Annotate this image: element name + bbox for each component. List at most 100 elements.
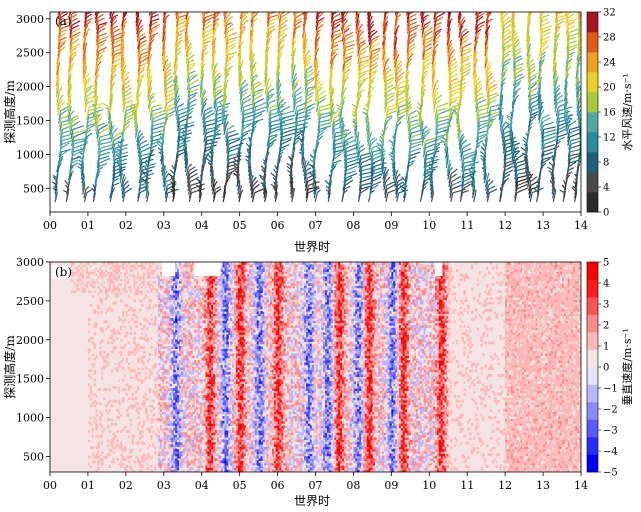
- heatmap-layer: [50, 262, 581, 472]
- wind-barb-flag: [317, 12, 324, 19]
- wind-barb-flag: [335, 140, 349, 145]
- wind-barb-staff: [551, 177, 555, 188]
- wind-barb-staff: [164, 114, 168, 124]
- wind-barb-flag: [280, 12, 286, 15]
- wind-barb-flag: [451, 175, 462, 183]
- wind-barb-staff: [484, 36, 488, 46]
- wind-barb-staff: [577, 43, 581, 53]
- wind-barb-staff: [212, 84, 216, 94]
- wind-barb-staff: [553, 95, 558, 106]
- wind-barb-flag: [87, 8, 94, 10]
- wind-barb-staff: [501, 24, 505, 35]
- wind-barb-staff: [486, 88, 490, 98]
- wind-barb-flag: [450, 99, 458, 104]
- wind-barb-staff: [501, 129, 505, 139]
- wind-barb-flag: [369, 94, 372, 100]
- wind-barb-staff: [395, 181, 399, 191]
- wind-barb-staff: [355, 136, 359, 147]
- heatmap-cell: [65, 332, 68, 335]
- wind-barb-flag: [542, 5, 547, 10]
- wind-barb-flag: [359, 144, 365, 149]
- wind-barb-staff: [536, 188, 540, 199]
- wind-barb-staff: [176, 114, 180, 124]
- wind-barb-staff: [474, 88, 478, 98]
- heatmap-cell: [50, 353, 53, 356]
- wind-barb-staff: [200, 73, 204, 83]
- wind-barb-staff: [342, 69, 346, 79]
- heatmap-cell: [68, 306, 72, 310]
- wind-barb-flag: [166, 106, 176, 112]
- wind-barb-staff: [262, 185, 267, 195]
- wind-barb-staff: [514, 174, 518, 184]
- wind-barb-flag: [370, 76, 376, 82]
- wind-barb-flag: [370, 29, 376, 34]
- wind-barb-staff: [251, 92, 256, 102]
- wind-barb-flag: [333, 3, 338, 7]
- heatmap-cell: [53, 290, 57, 293]
- wind-barb-flag: [279, 98, 285, 104]
- wind-barb-staff: [501, 32, 505, 42]
- wind-barb-staff: [248, 166, 252, 176]
- wind-barb-staff: [435, 121, 439, 132]
- heatmap-cell: [67, 446, 70, 450]
- heatmap-cell: [55, 404, 59, 408]
- wind-barb-flag: [71, 20, 81, 26]
- wind-barb-flag: [73, 131, 87, 138]
- heatmap-cell: [59, 462, 62, 466]
- wind-barb-staff: [567, 136, 571, 147]
- wind-barb-staff: [303, 170, 307, 180]
- wind-barb-staff: [274, 181, 278, 191]
- wind-barb-staff: [327, 188, 331, 199]
- wind-barb-flag: [543, 143, 556, 149]
- wind-barb-staff: [368, 140, 372, 150]
- wind-barb-staff: [248, 144, 252, 154]
- wind-barb-staff: [279, 121, 283, 132]
- wind-barb-staff: [303, 12, 307, 20]
- wind-barb-flag: [254, 118, 264, 123]
- wind-barb-flag: [96, 81, 99, 85]
- wind-barb-staff: [457, 129, 461, 139]
- wind-barb-flag: [556, 32, 561, 37]
- colorbar-a-segment: [587, 72, 598, 93]
- wind-barb-staff: [161, 140, 165, 150]
- wind-barb-flag: [407, 87, 410, 93]
- wind-barb-flag: [486, 172, 490, 179]
- wind-barb-flag: [342, 96, 346, 100]
- wind-barb-flag: [542, 21, 551, 26]
- wind-barb-staff: [250, 77, 254, 87]
- wind-barb-flag: [489, 92, 498, 97]
- wind-barb-flag: [461, 85, 467, 89]
- wind-barb-flag: [434, 43, 439, 48]
- heatmap-cell: [80, 462, 83, 466]
- wind-barb-flag: [386, 6, 392, 10]
- wind-barb-flag: [475, 58, 478, 63]
- wind-barb-staff: [137, 47, 141, 57]
- wind-barb-staff: [148, 12, 151, 16]
- wind-barb-flag: [178, 2, 184, 7]
- wind-barb-flag: [566, 73, 570, 78]
- wind-barb-flag: [398, 85, 407, 89]
- wind-barb-flag: [424, 36, 435, 41]
- wind-barb-staff: [551, 174, 555, 184]
- wind-barb-flag: [528, 12, 533, 18]
- wind-barb-staff: [448, 80, 452, 91]
- wind-barb-flag: [503, 28, 511, 34]
- wind-barb-flag: [97, 3, 100, 7]
- wind-barb-flag: [166, 113, 174, 119]
- wind-barb-staff: [187, 84, 191, 94]
- wind-barb-staff: [357, 51, 362, 61]
- wind-barb-staff: [292, 103, 297, 113]
- wind-barb-staff: [223, 65, 228, 76]
- wind-barb-staff: [223, 125, 227, 135]
- wind-barb-staff: [447, 58, 451, 68]
- wind-barb-flag: [397, 96, 406, 101]
- heatmap-cell: [50, 350, 53, 354]
- wind-barb-flag: [568, 28, 578, 34]
- heatmap-cell: [65, 278, 68, 282]
- wind-barb-flag: [164, 170, 168, 175]
- wind-barb-flag: [359, 40, 366, 45]
- wind-barb-staff: [447, 54, 451, 64]
- wind-barb-staff: [420, 84, 424, 94]
- colorbar-a-tick-label: 8: [603, 158, 609, 169]
- wind-barb-staff: [449, 88, 453, 98]
